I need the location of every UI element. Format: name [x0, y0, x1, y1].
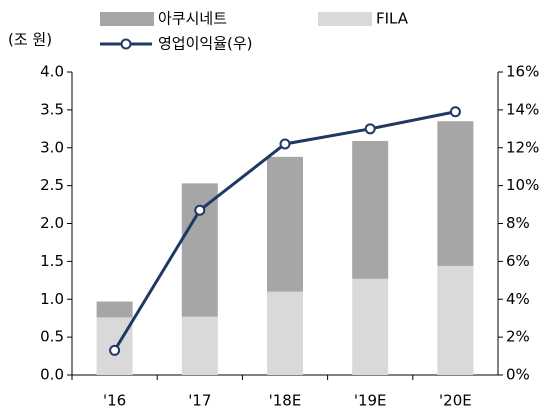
y-tick-label: 0.5 — [40, 328, 64, 346]
marker — [449, 106, 461, 118]
legend-swatch — [100, 12, 154, 26]
legend-label: FILA — [376, 10, 409, 28]
y-tick-label: 4.0 — [40, 63, 64, 81]
y-tick-label: 0.0 — [40, 366, 64, 384]
y-tick-label: 2.5 — [40, 176, 64, 194]
bar — [437, 265, 474, 375]
x-tick-label: '20E — [439, 392, 472, 410]
bar — [437, 121, 474, 266]
y2-tick-label: 2% — [506, 328, 530, 346]
y2-tick-label: 12% — [506, 138, 539, 156]
y-tick-label: 1.5 — [40, 252, 64, 270]
bar — [352, 140, 389, 279]
y-tick-label: 1.0 — [40, 290, 64, 308]
y2-tick-label: 6% — [506, 252, 530, 270]
bar — [181, 183, 218, 317]
y2-tick-label: 4% — [506, 290, 530, 308]
legend-label: 영업이익율(우) — [158, 35, 253, 53]
y-axis-label: (조 원) — [8, 31, 52, 49]
y2-tick-label: 14% — [506, 100, 539, 118]
legend-swatch — [318, 12, 372, 26]
marker — [194, 204, 206, 216]
x-tick-label: '19E — [354, 392, 387, 410]
y-tick-label: 3.5 — [40, 100, 64, 118]
bar — [96, 301, 133, 318]
x-tick-label: '17 — [188, 392, 211, 410]
y-tick-label: 2.0 — [40, 214, 64, 232]
y2-tick-label: 0% — [506, 366, 530, 384]
legend-label: 아쿠시네트 — [158, 10, 227, 28]
y2-tick-label: 10% — [506, 176, 539, 194]
y2-tick-label: 8% — [506, 214, 530, 232]
y2-tick-label: 16% — [506, 63, 539, 81]
marker — [364, 123, 376, 135]
marker — [279, 138, 291, 150]
marker — [109, 344, 121, 356]
bar — [181, 316, 218, 375]
x-tick-label: '18E — [269, 392, 302, 410]
bar — [267, 291, 303, 375]
legend-marker — [120, 38, 132, 50]
x-tick-label: '16 — [103, 392, 126, 410]
bar — [352, 278, 389, 375]
bar — [267, 156, 303, 292]
y-tick-label: 3.0 — [40, 138, 64, 156]
